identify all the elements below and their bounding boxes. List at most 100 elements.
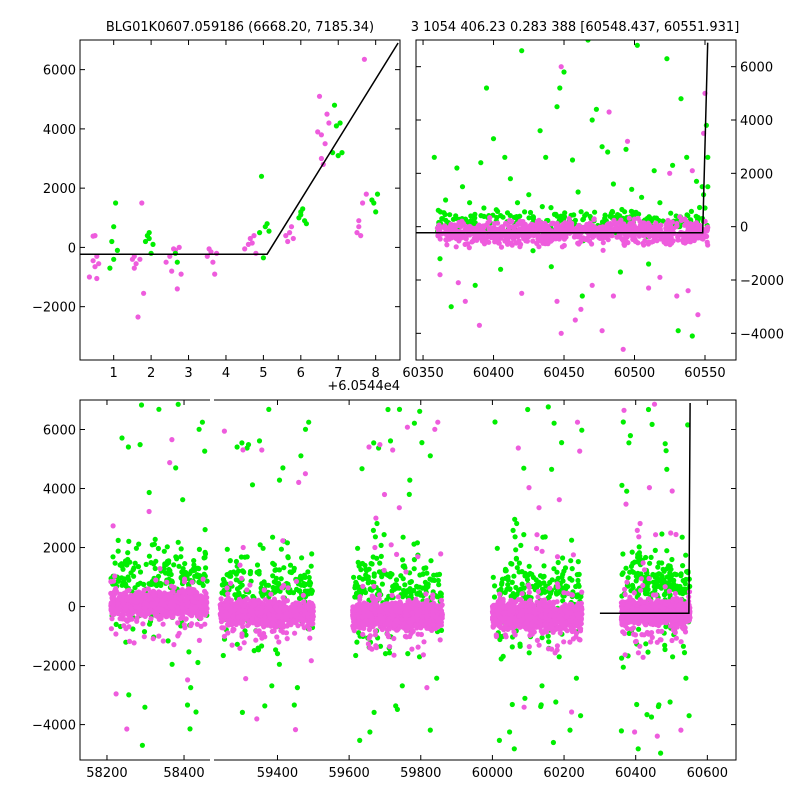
data-point xyxy=(695,312,701,318)
data-point xyxy=(166,560,172,566)
data-point xyxy=(549,220,555,226)
data-point xyxy=(396,505,402,511)
data-point xyxy=(543,154,549,160)
data-point xyxy=(146,553,152,559)
data-point xyxy=(284,636,290,642)
data-point xyxy=(553,221,559,228)
data-point xyxy=(245,442,252,448)
x-tick-label: 60550 xyxy=(684,366,725,381)
data-point xyxy=(271,596,277,602)
data-point xyxy=(371,571,377,577)
data-point xyxy=(196,579,202,585)
data-point xyxy=(109,616,115,622)
data-point xyxy=(159,607,166,613)
axes-frame xyxy=(415,39,737,361)
data-point xyxy=(615,212,621,218)
data-point xyxy=(164,579,170,585)
data-point xyxy=(584,226,590,232)
data-point xyxy=(585,40,591,43)
data-point xyxy=(259,447,265,453)
data-point xyxy=(148,581,155,588)
data-point xyxy=(249,240,255,246)
data-point xyxy=(605,237,611,243)
data-point xyxy=(509,242,515,248)
data-point xyxy=(239,633,245,640)
data-point xyxy=(514,200,521,206)
data-point xyxy=(257,542,263,548)
data-point xyxy=(227,558,233,564)
data-point xyxy=(167,603,173,609)
data-point xyxy=(220,652,226,659)
data-point xyxy=(121,623,127,629)
data-point xyxy=(354,230,360,236)
data-point xyxy=(150,636,156,642)
data-point xyxy=(557,85,563,91)
data-point xyxy=(415,584,421,590)
data-point xyxy=(232,607,238,613)
data-point xyxy=(133,604,139,610)
data-point xyxy=(139,200,145,206)
data-point xyxy=(406,597,412,604)
data-point xyxy=(185,677,191,683)
data-point xyxy=(137,442,143,448)
data-point xyxy=(122,606,128,613)
data-point xyxy=(514,214,520,220)
data-point xyxy=(141,290,147,296)
data-point xyxy=(300,592,306,598)
data-point xyxy=(402,582,408,588)
data-point xyxy=(335,153,341,159)
x-tick-label: 8 xyxy=(372,366,380,381)
data-point xyxy=(481,205,487,211)
data-point xyxy=(379,581,385,587)
season-panel: 60350 60400 60450 60500 60550−4000−200002000… xyxy=(402,39,784,381)
data-point xyxy=(490,136,497,142)
data-point xyxy=(590,234,596,240)
data-point xyxy=(407,586,413,592)
data-point xyxy=(289,619,296,626)
data-point xyxy=(456,220,462,226)
data-point xyxy=(198,623,204,629)
data-point xyxy=(112,573,118,579)
data-point xyxy=(589,117,595,123)
data-point xyxy=(263,582,269,588)
data-point xyxy=(264,221,270,227)
data-point xyxy=(403,569,409,575)
data-point xyxy=(504,210,511,216)
data-point xyxy=(361,56,367,62)
data-point xyxy=(178,546,184,552)
data-point xyxy=(247,571,253,577)
data-point xyxy=(372,544,378,551)
data-point xyxy=(365,580,371,586)
data-point xyxy=(242,246,248,252)
data-point xyxy=(189,613,195,619)
data-point xyxy=(562,233,568,239)
data-point xyxy=(623,146,629,152)
data-point xyxy=(434,675,440,681)
data-point xyxy=(617,269,624,275)
data-point xyxy=(355,545,361,551)
data-point xyxy=(225,630,231,636)
data-point xyxy=(195,565,201,571)
data-point xyxy=(360,200,366,206)
data-point xyxy=(238,575,245,581)
data-point xyxy=(235,568,242,574)
data-point xyxy=(366,444,372,450)
data-point xyxy=(169,437,175,443)
data-point xyxy=(210,259,216,265)
data-point xyxy=(487,215,493,221)
data-point xyxy=(195,574,201,580)
data-point xyxy=(360,631,366,638)
data-point xyxy=(379,574,385,580)
data-point xyxy=(306,574,312,581)
data-point xyxy=(466,245,472,251)
data-point xyxy=(161,548,167,554)
data-point xyxy=(181,622,187,628)
x-tick-label: 6 xyxy=(297,366,305,381)
data-point xyxy=(113,200,119,206)
data-point xyxy=(522,232,528,238)
data-point xyxy=(511,236,517,242)
data-point xyxy=(307,582,313,588)
data-point xyxy=(133,261,139,267)
data-point xyxy=(498,244,505,250)
data-point xyxy=(253,637,259,643)
